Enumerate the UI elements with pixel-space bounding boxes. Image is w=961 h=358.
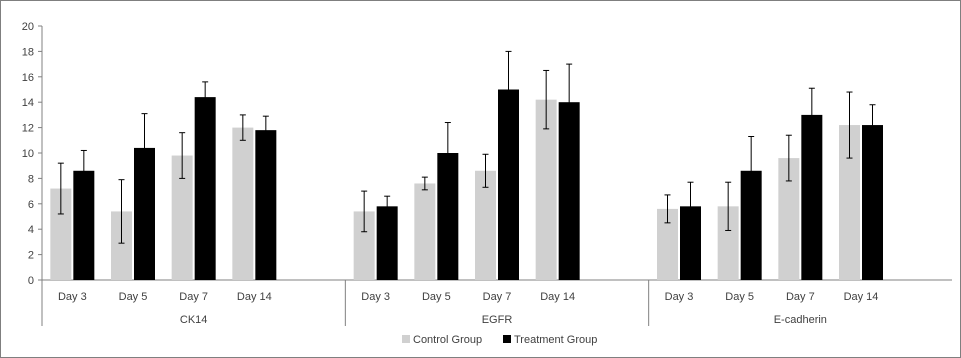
bar-e-cadherin-control: [717, 206, 739, 280]
y-tick-label: 20: [22, 21, 34, 33]
x-group-label: CK14: [180, 314, 208, 326]
x-category-label: Day 3: [361, 291, 390, 303]
bar-e-cadherin-control: [657, 208, 678, 280]
bar-ck14-treatment: [194, 97, 216, 281]
x-category-label: Day 5: [725, 291, 754, 303]
x-category-label: Day 14: [237, 291, 272, 303]
bar-egfr-treatment: [498, 89, 519, 280]
y-tick-label: 14: [22, 97, 34, 109]
bar-e-cadherin-control: [778, 158, 800, 280]
x-category-label: Day 3: [665, 291, 694, 303]
y-tick-label: 8: [28, 173, 34, 185]
bar-egfr-control: [535, 99, 557, 280]
bar-e-cadherin-control: [839, 125, 860, 280]
x-category-label: Day 14: [844, 291, 879, 303]
bar-egfr-control: [475, 170, 496, 280]
bar-ck14-control: [171, 155, 193, 280]
x-category-label: Day 7: [483, 291, 512, 303]
legend-swatch: [402, 335, 410, 343]
x-category-label: Day 7: [786, 291, 815, 303]
legend-label: Treatment Group: [514, 334, 597, 346]
y-tick-label: 6: [28, 199, 34, 211]
bar-ck14-control: [50, 188, 72, 280]
y-tick-label: 0: [28, 275, 34, 287]
bar-e-cadherin-treatment: [862, 125, 883, 280]
x-category-label: Day 7: [179, 291, 208, 303]
bar-e-cadherin-treatment: [680, 206, 701, 280]
x-category-label: Day 14: [540, 291, 575, 303]
y-tick-label: 12: [22, 123, 34, 135]
bar-egfr-treatment: [437, 153, 459, 280]
bar-ck14-control: [111, 211, 132, 280]
legend-swatch: [503, 335, 511, 343]
y-tick-label: 2: [28, 250, 34, 262]
y-tick-label: 18: [22, 46, 34, 58]
y-tick-label: 4: [28, 224, 34, 236]
bar-ck14-treatment: [134, 147, 155, 280]
y-tick-label: 10: [22, 148, 34, 160]
x-group-label: EGFR: [482, 314, 513, 326]
legend-label: Control Group: [413, 334, 482, 346]
bar-egfr-control: [353, 211, 375, 280]
bar-egfr-treatment: [558, 102, 580, 280]
bar-ck14-treatment: [255, 130, 277, 280]
bar-egfr-treatment: [376, 206, 398, 280]
x-category-label: Day 3: [58, 291, 87, 303]
bar-ck14-treatment: [73, 170, 95, 280]
bar-e-cadherin-treatment: [801, 114, 823, 281]
bar-ck14-control: [232, 127, 254, 280]
x-category-label: Day 5: [422, 291, 451, 303]
y-tick-label: 16: [22, 72, 34, 84]
bar-egfr-control: [414, 183, 436, 280]
x-group-label: E-cadherin: [774, 314, 827, 326]
bar-e-cadherin-treatment: [740, 170, 762, 280]
x-category-label: Day 5: [119, 291, 148, 303]
